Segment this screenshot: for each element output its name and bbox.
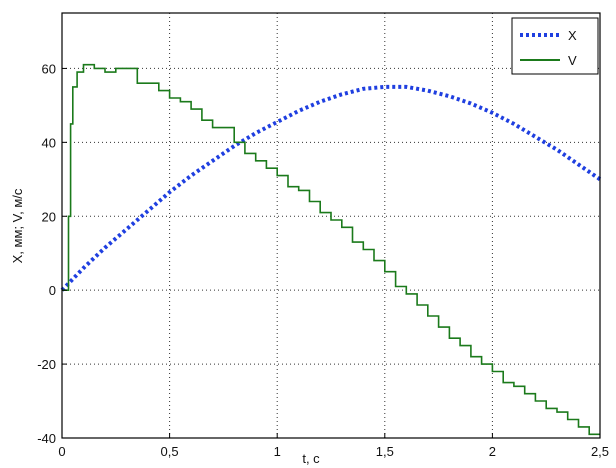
legend: X V — [511, 17, 599, 75]
legend-label-x: X — [568, 28, 577, 43]
series-line-v — [62, 63, 600, 436]
legend-label-v: V — [568, 53, 577, 68]
y-tick-label: 40 — [42, 135, 56, 150]
x-tick-label: 2,5 — [591, 444, 609, 459]
y-tick-label: 60 — [42, 61, 56, 76]
y-tick-label: 20 — [42, 209, 56, 224]
y-tick-label: 0 — [49, 283, 56, 298]
x-tick-label: 1 — [274, 444, 281, 459]
series-layer — [60, 63, 602, 436]
y-tick-label: -20 — [37, 357, 56, 372]
y-tick-label: -40 — [37, 431, 56, 446]
x-tick-label: 2 — [489, 444, 496, 459]
legend-box — [511, 17, 599, 75]
series-line-x — [60, 84, 602, 292]
x-tick-label: 1,5 — [376, 444, 394, 459]
y-axis-label: X, мм; V, м/с — [10, 188, 25, 263]
grid — [62, 13, 600, 438]
x-axis-label: t, c — [302, 451, 320, 466]
x-tick-label: 0 — [58, 444, 65, 459]
plot-frame — [61, 12, 601, 439]
ticks: 0 0,5 1 1,5 2 2,5 -40 -20 0 20 40 60 — [37, 61, 609, 459]
x-tick-label: 0,5 — [161, 444, 179, 459]
